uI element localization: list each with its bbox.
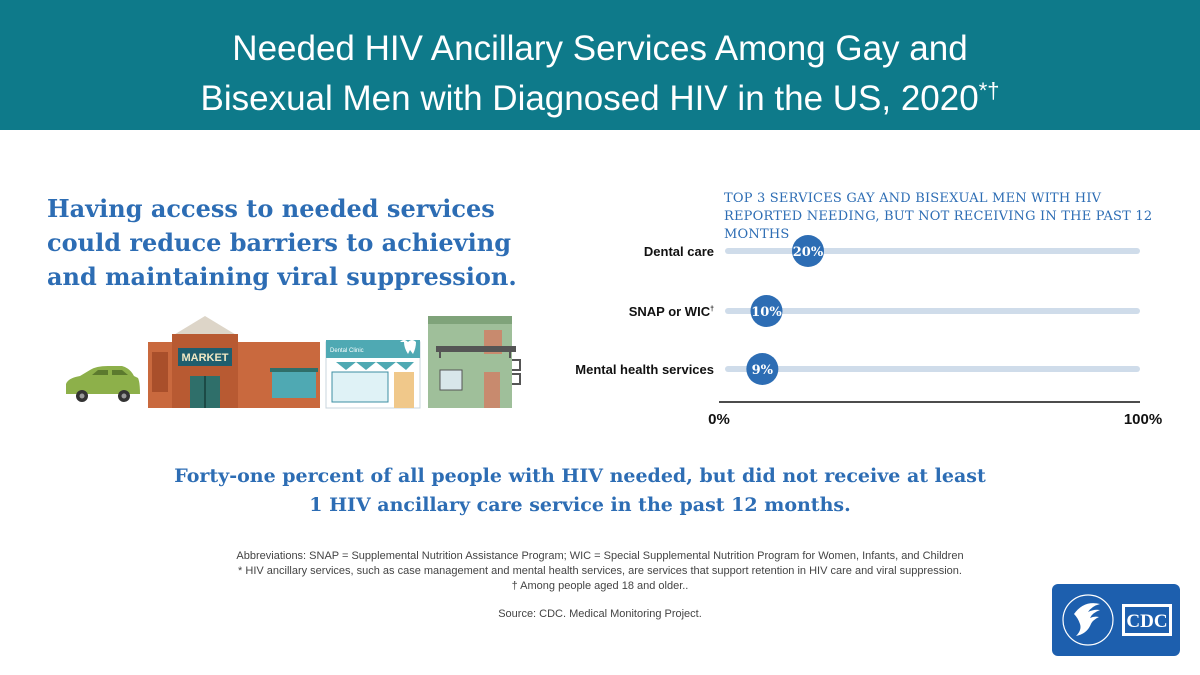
header-banner: Needed HIV Ancillary Services Among Gay …	[0, 0, 1200, 130]
cdc-logo-text: CDC	[1126, 611, 1167, 632]
car-icon	[66, 366, 140, 402]
chart-title: TOP 3 SERVICES GAY AND BISEXUAL MEN WITH…	[724, 191, 1153, 242]
category-label-2: Mental health services	[575, 362, 714, 377]
track-0	[725, 248, 1140, 254]
data-label-2: 9%	[752, 363, 774, 378]
value-marker-1	[750, 295, 783, 327]
title-footnote-marks: *†	[978, 78, 1000, 103]
abbreviations-note: Abbreviations: SNAP = Supplemental Nutri…	[236, 550, 964, 562]
tooth-icon	[400, 340, 416, 354]
page-title-line-1: Needed HIV Ancillary Services Among Gay …	[232, 29, 968, 68]
category-footnote-mark-1: †	[710, 306, 714, 313]
x-tick-label-0: 0%	[708, 411, 730, 428]
category-label-1: SNAP or WIC†	[629, 304, 714, 319]
services-chart: Dental care 20% SNAP or WIC† 10% Mental heal…	[575, 235, 1162, 428]
footnote-dagger: † Among people aged 18 and older..	[511, 580, 689, 592]
category-label-0: Dental care	[644, 244, 714, 259]
footnotes: Abbreviations: SNAP = Supplemental Nutri…	[160, 549, 1040, 622]
clinic-sign: Dental Clinic	[330, 348, 364, 354]
value-marker-2	[746, 353, 779, 385]
hhs-eagle-icon	[1062, 594, 1114, 646]
cdc-logo: CDC	[1052, 584, 1180, 656]
house-icon	[428, 316, 521, 408]
footnote-star: * HIV ancillary services, such as case m…	[238, 565, 962, 577]
data-label-1: 10%	[751, 305, 782, 320]
dental-clinic-icon: Dental Clinic	[325, 340, 421, 409]
page-title-line-2-text: Bisexual Men with Diagnosed HIV in the U…	[200, 79, 979, 118]
lead-statement: Having access to needed services could r…	[47, 194, 517, 291]
street-illustration: MARKET Dental Clinic	[66, 316, 521, 409]
summary-statement: Forty-one percent of all people with HIV…	[174, 465, 986, 516]
data-label-0: 20%	[793, 245, 824, 260]
page-title-line-2: Bisexual Men with Diagnosed HIV in the U…	[0, 70, 1200, 120]
market-sign: MARKET	[181, 352, 228, 364]
track-1	[725, 308, 1140, 314]
source-note: Source: CDC. Medical Monitoring Project.	[498, 608, 702, 620]
track-2	[725, 366, 1140, 372]
value-marker-0	[792, 235, 824, 267]
market-building-icon: MARKET	[148, 316, 320, 408]
x-tick-label-1: 100%	[1124, 411, 1162, 428]
